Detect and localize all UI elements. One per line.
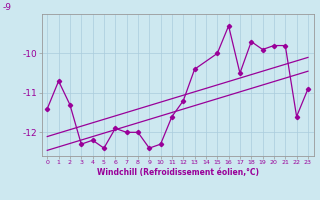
X-axis label: Windchill (Refroidissement éolien,°C): Windchill (Refroidissement éolien,°C) — [97, 168, 259, 177]
Text: -9: -9 — [3, 3, 12, 12]
